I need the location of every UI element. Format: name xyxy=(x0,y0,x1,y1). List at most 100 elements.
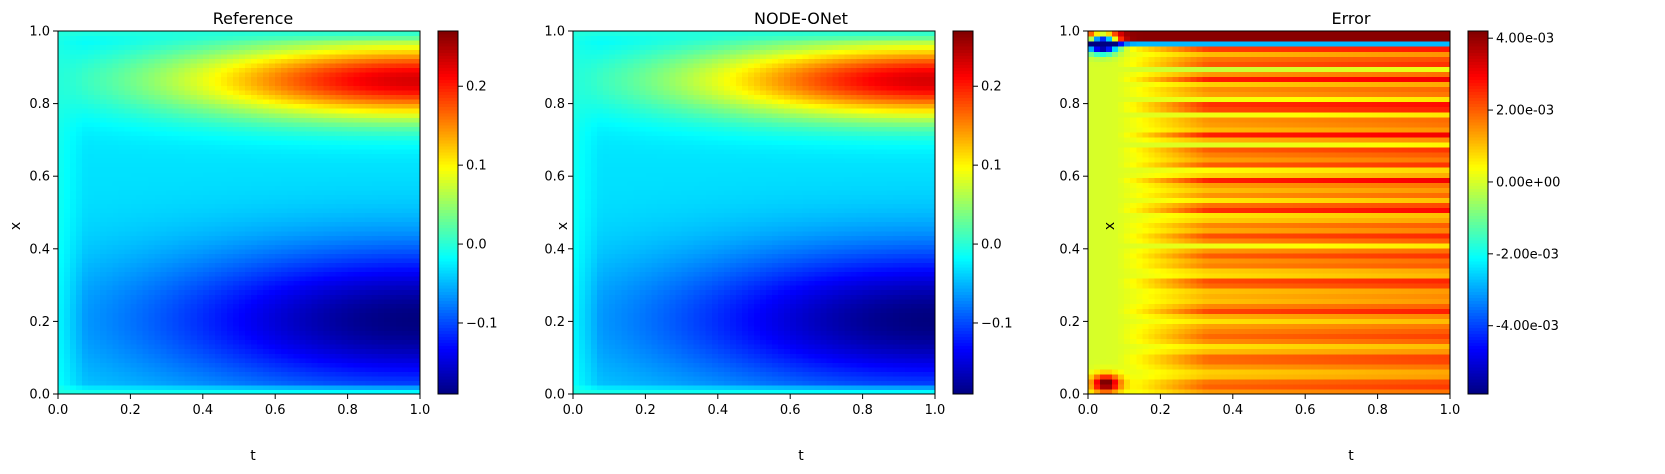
heatmap-cell xyxy=(336,126,343,131)
heatmap-cell xyxy=(76,330,83,335)
heatmap-cell xyxy=(366,140,373,145)
heatmap-cell xyxy=(227,317,234,322)
heatmap-cell xyxy=(130,108,137,113)
heatmap-cell xyxy=(82,312,89,317)
heatmap-cell xyxy=(281,262,288,267)
heatmap-cell xyxy=(257,330,264,335)
heatmap-cell xyxy=(161,217,168,222)
heatmap-cell xyxy=(70,340,77,345)
heatmap-cell xyxy=(64,240,71,245)
heatmap-cell xyxy=(239,380,246,385)
heatmap-cell xyxy=(336,194,343,199)
heatmap-cell xyxy=(245,149,252,154)
heatmap-cell xyxy=(263,135,270,140)
heatmap-cell xyxy=(64,185,71,190)
heatmap-cell xyxy=(269,267,276,272)
heatmap-cell xyxy=(402,117,409,122)
heatmap-cell xyxy=(293,63,300,68)
heatmap-cell xyxy=(100,267,107,272)
heatmap-cell xyxy=(112,213,119,218)
heatmap-cell xyxy=(348,371,355,376)
heatmap-cell xyxy=(366,253,373,258)
heatmap-cell xyxy=(142,281,149,286)
heatmap-cell xyxy=(336,176,343,181)
heatmap-cell xyxy=(396,367,403,372)
heatmap-cell xyxy=(130,294,137,299)
heatmap-cell xyxy=(161,49,168,54)
heatmap-cell xyxy=(378,190,385,195)
heatmap-cell xyxy=(360,203,367,208)
heatmap-cell xyxy=(100,281,107,286)
heatmap-cell xyxy=(94,135,101,140)
heatmap-cell xyxy=(348,95,355,100)
heatmap-cell xyxy=(155,163,162,168)
heatmap-cell xyxy=(155,330,162,335)
heatmap-cell xyxy=(197,104,204,109)
heatmap-cell xyxy=(317,76,324,81)
heatmap-cell xyxy=(124,249,131,254)
heatmap-cell xyxy=(299,371,306,376)
heatmap-cell xyxy=(142,285,149,290)
heatmap-cell xyxy=(402,154,409,159)
heatmap-cell xyxy=(209,330,216,335)
heatmap-cell xyxy=(161,135,168,140)
heatmap-cell xyxy=(197,81,204,86)
heatmap-cell xyxy=(179,344,186,349)
heatmap-cell xyxy=(142,49,149,54)
heatmap-cell xyxy=(179,117,186,122)
heatmap-cell xyxy=(118,49,125,54)
heatmap-cell xyxy=(64,294,71,299)
heatmap-cell xyxy=(106,317,113,322)
heatmap-cell xyxy=(251,190,258,195)
heatmap-cell xyxy=(354,104,361,109)
heatmap-cell xyxy=(221,135,228,140)
heatmap-cell xyxy=(372,240,379,245)
heatmap-cell xyxy=(323,63,330,68)
heatmap-cell xyxy=(167,349,174,354)
heatmap-cell xyxy=(384,340,391,345)
heatmap-cell xyxy=(408,321,415,326)
heatmap-cell xyxy=(402,281,409,286)
heatmap-cell xyxy=(227,321,234,326)
heatmap-cell xyxy=(348,299,355,304)
heatmap-cell xyxy=(191,172,198,177)
heatmap-cell xyxy=(179,176,186,181)
heatmap-cell xyxy=(94,353,101,358)
heatmap-cell xyxy=(323,45,330,50)
heatmap-cell xyxy=(197,258,204,263)
heatmap-cell xyxy=(372,271,379,276)
heatmap-cell xyxy=(82,217,89,222)
heatmap-cell xyxy=(100,271,107,276)
heatmap-cell xyxy=(408,281,415,286)
heatmap-cell xyxy=(263,172,270,177)
heatmap-cell xyxy=(191,95,198,100)
heatmap-cell xyxy=(281,294,288,299)
heatmap-cell xyxy=(142,358,149,363)
heatmap-cell xyxy=(70,240,77,245)
heatmap-cell xyxy=(100,299,107,304)
heatmap-cell xyxy=(317,140,324,145)
heatmap-cell xyxy=(354,108,361,113)
heatmap-cell xyxy=(118,176,125,181)
heatmap-cell xyxy=(76,294,83,299)
heatmap-cell xyxy=(408,104,415,109)
heatmap-cell xyxy=(221,208,228,213)
heatmap-cell xyxy=(136,330,143,335)
heatmap-cell xyxy=(348,380,355,385)
heatmap-cell xyxy=(323,285,330,290)
heatmap-cell xyxy=(287,194,294,199)
heatmap-cell xyxy=(136,45,143,50)
heatmap-cell xyxy=(281,303,288,308)
heatmap-cell xyxy=(293,317,300,322)
heatmap-cell xyxy=(390,258,397,263)
heatmap-cell xyxy=(384,308,391,313)
heatmap-cell xyxy=(378,380,385,385)
heatmap-cell xyxy=(58,367,65,372)
heatmap-cell xyxy=(94,249,101,254)
heatmap-cell xyxy=(58,67,65,72)
heatmap-cell xyxy=(124,262,131,267)
heatmap-cell xyxy=(191,385,198,390)
heatmap-cell xyxy=(354,349,361,354)
heatmap-cell xyxy=(136,172,143,177)
